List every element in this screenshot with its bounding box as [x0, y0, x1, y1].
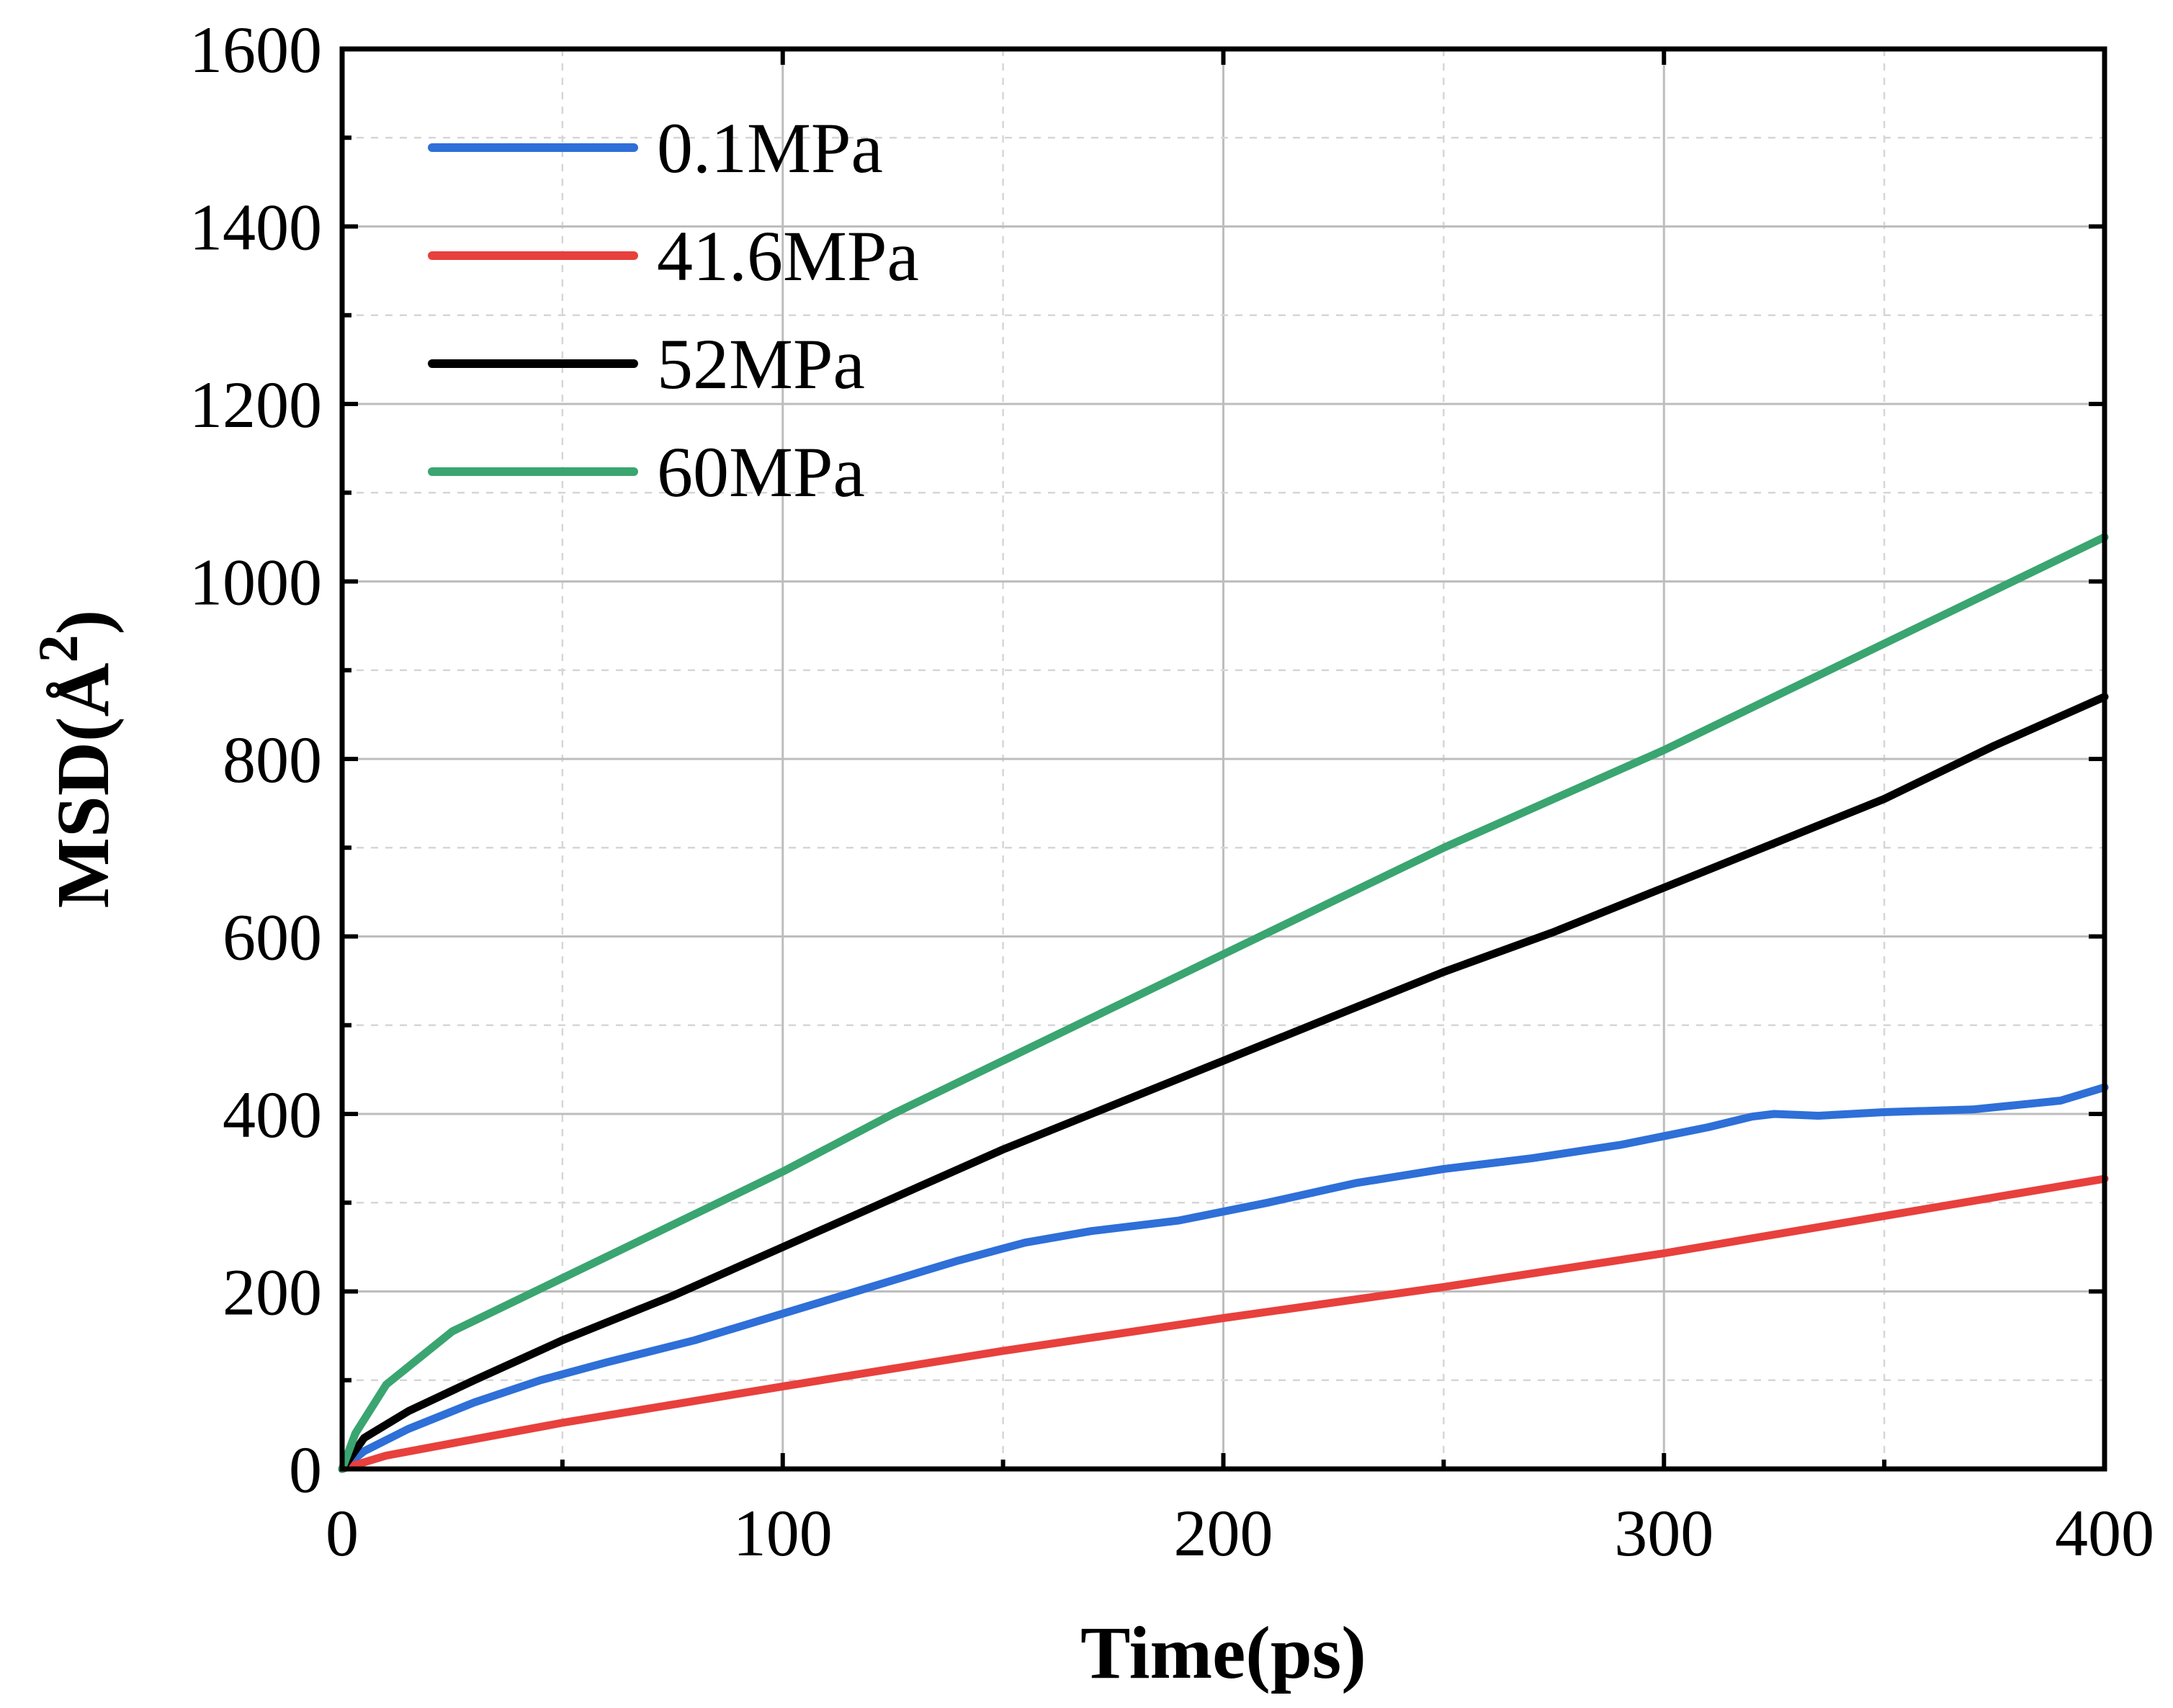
- svg-text:MSD(Å2): MSD(Å2): [27, 610, 125, 909]
- y-tick-label: 1400: [189, 191, 322, 264]
- x-tick-label: 300: [1614, 1496, 1713, 1570]
- legend: 0.1MPa 41.6MPa 52MPa 60MPa: [428, 108, 919, 512]
- y-tick-label: 1600: [189, 13, 322, 86]
- legend-label-41-6mpa: 41.6MPa: [657, 216, 919, 296]
- x-tick-label: 200: [1174, 1496, 1273, 1570]
- grid: [342, 49, 2105, 1469]
- y-axis-title: MSD(Å2): [27, 610, 125, 909]
- series-line-41-6mpa: [338, 1174, 2109, 1473]
- y-tick-label: 0: [289, 1433, 322, 1506]
- y-tick-label: 1000: [189, 546, 322, 619]
- y-axis-title-prefix: MSD(: [42, 717, 125, 909]
- y-tick-label: 400: [223, 1078, 322, 1151]
- x-tick-label: 100: [733, 1496, 833, 1570]
- legend-label-0-1mpa: 0.1MPa: [657, 108, 883, 188]
- y-tick-label: 800: [223, 723, 322, 796]
- y-tick-label: 200: [223, 1256, 322, 1329]
- x-axis-title: Time(ps): [1080, 1612, 1366, 1694]
- y-axis-title-suffix: ): [42, 610, 125, 635]
- legend-label-52mpa: 52MPa: [657, 324, 865, 404]
- tick-labels: 0 100 200 300 400 0 200 400 600 800 1000 1200 1400 16…: [189, 13, 2154, 1570]
- x-tick-label: 0: [326, 1496, 359, 1570]
- legend-label-60mpa: 60MPa: [657, 432, 865, 512]
- x-tick-label: 400: [2055, 1496, 2154, 1570]
- y-axis-title-unit: Å: [42, 662, 125, 716]
- series-line-0-1mpa: [338, 1083, 2109, 1473]
- series-lines: [338, 533, 2109, 1473]
- y-axis-title-exponent: 2: [27, 634, 89, 662]
- axis-ticks: [340, 47, 2107, 1471]
- series-line-60mpa: [338, 533, 2109, 1473]
- y-tick-label: 600: [223, 901, 322, 974]
- y-tick-label: 1200: [189, 368, 322, 441]
- series-line-52mpa: [338, 693, 2109, 1473]
